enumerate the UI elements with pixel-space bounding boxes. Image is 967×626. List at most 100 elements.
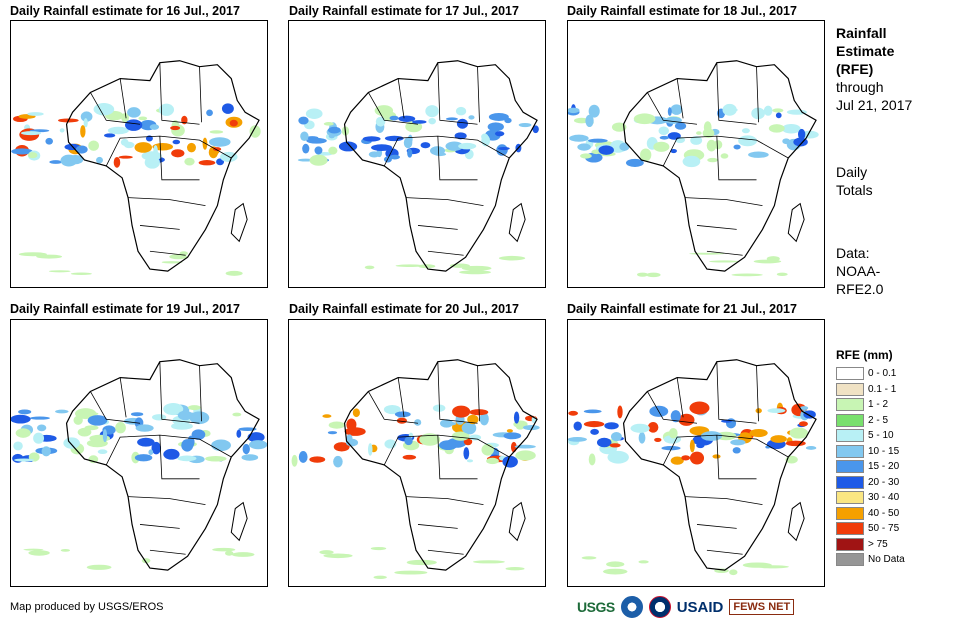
rainfall-cell — [213, 147, 222, 152]
legend-swatch — [836, 398, 864, 412]
legend-swatch — [836, 475, 864, 489]
rainfall-cell — [309, 456, 326, 463]
rainfall-cell — [670, 104, 683, 115]
rainfall-cell — [123, 141, 135, 149]
data-line-2: NOAA- — [836, 263, 881, 279]
rainfall-cell — [298, 116, 309, 125]
rainfall-cell — [49, 160, 63, 164]
map-heading: Rainfall Estimate (RFE) through Jul 21, … — [836, 24, 912, 114]
rainfall-map-3 — [567, 20, 825, 288]
rainfall-cell — [619, 142, 630, 151]
rainfall-cell — [800, 130, 819, 139]
rainfall-cell — [775, 112, 782, 119]
rainfall-cell — [187, 405, 201, 411]
rainfall-cell — [121, 113, 129, 123]
rainfall-cell — [59, 128, 65, 133]
rainfall-cell — [494, 131, 505, 137]
rainfall-map-5 — [288, 319, 546, 587]
africa-map-svg — [568, 359, 817, 576]
rainfall-cell — [221, 103, 234, 114]
legend-swatch — [836, 429, 864, 443]
rainfall-cell — [659, 135, 670, 140]
legend-item: No Data — [836, 552, 905, 568]
rainfall-cell — [583, 421, 605, 428]
panel-title-5: Daily Rainfall estimate for 20 Jul., 201… — [289, 302, 519, 316]
rainfall-cell — [469, 267, 488, 271]
legend-label: 0 - 0.1 — [868, 368, 897, 380]
rainfall-cell — [161, 261, 183, 264]
rainfall-cell — [749, 428, 768, 438]
rainfall-cell — [468, 434, 482, 441]
rainfall-cell — [55, 409, 69, 414]
rainfall-cell — [590, 428, 599, 435]
rainfall-cell — [487, 122, 504, 132]
africa-map-svg — [568, 60, 819, 278]
rainfall-cell — [179, 251, 188, 256]
rainfall-cell — [77, 427, 92, 437]
rainfall-cell — [333, 442, 350, 452]
rainfall-cell — [617, 405, 623, 419]
rainfall-cell — [438, 440, 458, 451]
rainfall-cell — [180, 412, 197, 417]
rainfall-cell — [696, 442, 705, 449]
legend-label: 20 - 30 — [868, 476, 900, 488]
rainfall-cell — [249, 125, 261, 138]
rainfall-cell — [689, 252, 725, 255]
rainfall-cell — [394, 411, 411, 418]
rainfall-cell — [83, 118, 88, 128]
rainfall-cell — [502, 455, 518, 468]
rainfall-cell — [231, 552, 255, 557]
rainfall-cell — [505, 567, 525, 571]
rainfall-cell — [455, 106, 467, 116]
rainfall-cell — [607, 450, 629, 464]
legend-label: 2 - 5 — [868, 414, 889, 426]
rainfall-cell — [86, 564, 112, 570]
legend-item: 0.1 - 1 — [836, 382, 905, 398]
rainfall-cell — [506, 429, 513, 433]
rainfall-cell — [248, 440, 267, 450]
rainfall-cell — [636, 272, 649, 277]
totals-label: Daily Totals — [836, 163, 873, 199]
rainfall-cell — [515, 450, 536, 461]
rainfall-cell — [798, 421, 808, 427]
rainfall-cell — [302, 143, 310, 154]
rainfall-cell — [184, 157, 195, 166]
legend-swatch — [836, 367, 864, 381]
rainfall-cell — [598, 145, 614, 155]
rainfall-cell — [569, 134, 589, 142]
rainfall-cell — [402, 454, 417, 460]
rainfall-cell — [667, 132, 681, 140]
rainfall-cell — [581, 556, 597, 560]
rainfall-cell — [113, 156, 121, 168]
rainfall-cell — [28, 550, 50, 556]
rainfall-cell — [667, 107, 672, 116]
rainfall-cell — [232, 412, 242, 417]
rainfall-cell — [389, 115, 399, 121]
rainfall-cell — [604, 422, 619, 430]
rainfall-cell — [678, 413, 695, 426]
rainfall-cell — [418, 264, 436, 269]
madagascar — [787, 501, 805, 542]
rainfall-cell — [67, 154, 84, 165]
rainfall-cell — [63, 437, 80, 449]
rainfall-cell — [70, 272, 92, 276]
legend-label: 10 - 15 — [868, 445, 900, 457]
rainfall-cell — [352, 408, 360, 418]
legend-swatch — [836, 506, 864, 520]
legend-label: 50 - 75 — [868, 523, 900, 535]
rainfall-cell — [428, 117, 436, 125]
rainfall-cell — [730, 439, 746, 446]
data-line-1: Data: — [836, 245, 870, 261]
rainfall-cell — [738, 135, 758, 147]
rainfall-cell — [407, 148, 413, 158]
legend-item: 40 - 50 — [836, 506, 905, 522]
rainfall-cell — [497, 146, 510, 151]
rainfall-cell — [208, 137, 231, 147]
rainfall-cell — [15, 428, 31, 438]
rainfall-cell — [225, 550, 234, 556]
rainfall-cell — [445, 117, 458, 121]
rainfall-cell — [328, 133, 335, 139]
rainfall-cell — [610, 431, 622, 442]
rainfall-cell — [689, 401, 710, 415]
rainfall-cell — [181, 439, 194, 452]
